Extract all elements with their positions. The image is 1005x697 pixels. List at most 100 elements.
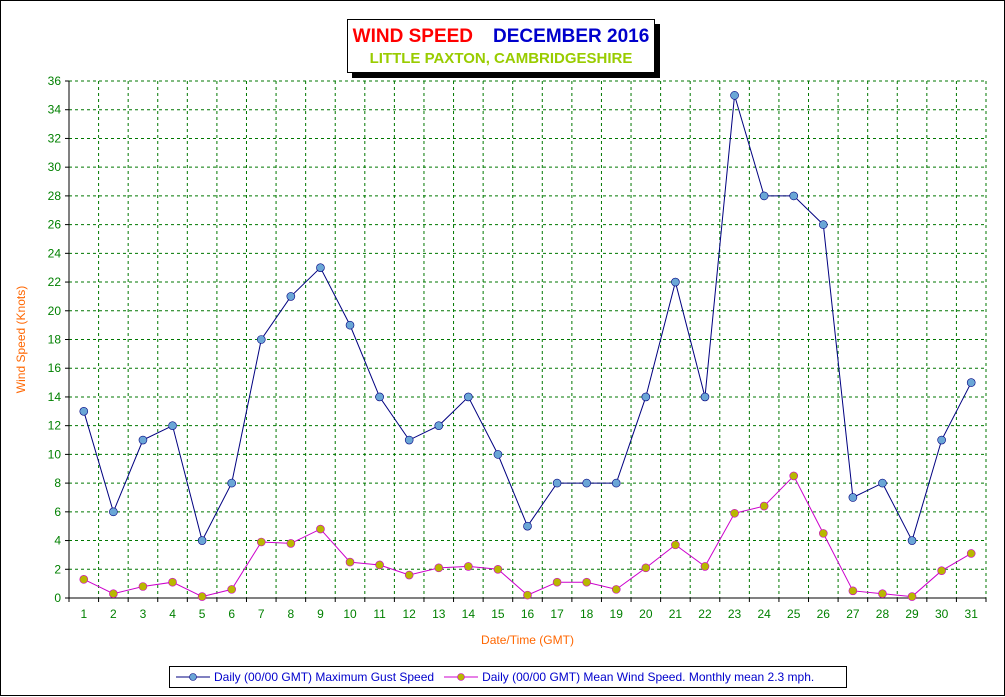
legend-label-mean: Daily (00/00 GMT) Mean Wind Speed. Month… [482,670,815,684]
y-tick-label: 22 [48,275,62,289]
legend-entry-mean: Daily (00/00 GMT) Mean Wind Speed. Month… [444,670,814,684]
x-tick-label: 8 [288,607,295,621]
y-tick-label: 6 [54,505,61,519]
x-tick-label: 28 [876,607,890,621]
chart-title-period: DECEMBER 2016 [493,26,650,47]
x-tick-label: 14 [462,607,476,621]
data-point-series-0 [907,536,917,545]
y-tick-label: 0 [54,591,61,605]
data-point-series-1 [138,582,148,591]
x-tick-label: 21 [669,607,683,621]
x-tick-label: 19 [610,607,624,621]
data-point-series-1 [700,562,710,571]
y-tick-label: 8 [54,476,61,490]
chart-title-box: WIND SPEED DECEMBER 2016 LITTLE PAXTON, C… [347,19,655,73]
legend-marker-mean-icon [444,673,479,681]
data-point-series-1 [256,537,266,547]
legend-entry-gust: Daily (00/00 GMT) Maximum Gust Speed [176,670,434,684]
data-point-series-0 [819,220,828,229]
x-tick-label: 18 [580,607,594,621]
series-line-1 [83,475,972,598]
data-point-series-1 [611,585,621,594]
y-tick-label: 10 [48,447,62,461]
data-point-series-1 [523,590,532,600]
data-point-series-1 [937,566,946,576]
y-tick-label: 24 [48,246,62,260]
legend-marker-gust-icon [176,673,210,681]
data-point-series-0 [759,191,769,201]
y-tick-label: 30 [48,160,62,174]
data-point-series-0 [700,392,710,402]
legend-label-gust: Daily (00/00 GMT) Maximum Gust Speed [214,670,435,684]
data-point-series-0 [168,421,177,430]
x-tick-label: 20 [639,607,653,621]
data-point-series-1 [582,577,591,587]
data-point-series-1 [197,592,207,601]
y-tick-label: 36 [48,74,62,88]
x-tick-label: 22 [698,607,712,621]
x-tick-label: 17 [550,607,564,621]
data-point-series-0 [552,478,562,488]
data-point-series-0 [582,478,591,488]
data-point-series-1 [464,562,473,571]
data-point-series-0 [286,292,296,301]
data-point-series-1 [819,529,828,538]
data-point-series-0 [404,435,414,445]
chart-legend: Daily (00/00 GMT) Maximum Gust Speed Dai… [169,666,847,688]
x-tick-label: 13 [432,607,446,621]
chart-title: WIND SPEED [352,26,474,47]
x-tick-label: 16 [521,607,535,621]
data-point-series-0 [730,91,739,100]
x-tick-label: 26 [817,607,831,621]
y-tick-label: 4 [54,534,61,548]
data-point-series-1 [168,577,177,587]
data-point-series-0 [671,277,680,287]
data-point-series-0 [375,392,384,402]
data-point-series-1 [641,563,651,573]
y-tick-label: 2 [54,562,61,576]
data-point-series-0 [316,263,325,272]
data-point-series-0 [611,478,621,488]
x-tick-label: 23 [728,607,742,621]
data-point-series-1 [848,586,858,596]
data-point-series-1 [286,539,296,548]
y-tick-label: 26 [48,218,62,232]
y-tick-label: 34 [48,103,62,117]
x-tick-label: 5 [199,607,206,621]
y-tick-label: 14 [48,390,62,404]
data-point-series-1 [789,471,799,481]
x-tick-label: 4 [169,607,176,621]
x-tick-label: 2 [110,607,117,621]
x-tick-label: 12 [402,607,416,621]
x-tick-label: 25 [787,607,801,621]
y-axis-label: Wind Speed (Knots) [14,286,28,393]
data-point-series-0 [79,407,89,416]
data-point-series-1 [109,589,118,598]
data-point-series-1 [434,563,444,573]
x-tick-label: 11 [373,607,386,621]
data-point-series-0 [227,478,236,488]
x-tick-label: 15 [491,607,505,621]
x-tick-label: 1 [80,607,87,621]
data-point-series-1 [316,524,325,534]
x-tick-label: 3 [140,607,147,621]
data-point-series-0 [138,435,148,445]
data-point-series-1 [404,570,414,580]
data-point-series-0 [966,378,976,387]
data-point-series-0 [345,320,355,330]
data-point-series-1 [907,592,917,601]
data-point-series-1 [493,564,503,574]
data-point-series-0 [464,392,473,402]
data-point-series-1 [79,575,89,584]
data-point-series-0 [256,335,266,344]
data-point-series-1 [375,560,384,570]
y-tick-label: 16 [48,361,62,375]
x-axis-label: Date/Time (GMT) [481,633,574,647]
data-point-series-0 [434,421,444,430]
data-point-series-1 [878,589,887,598]
data-point-series-0 [789,191,799,201]
data-point-series-1 [345,557,355,567]
x-tick-label: 6 [228,607,235,621]
